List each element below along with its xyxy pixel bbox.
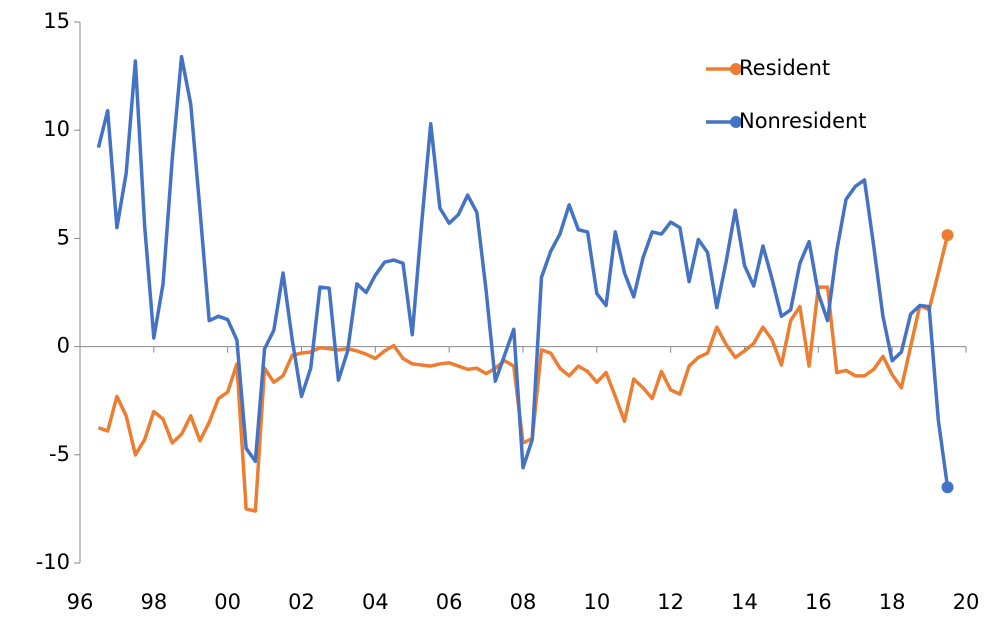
y-tick-label: 0 bbox=[57, 334, 70, 358]
legend-label: Resident bbox=[739, 56, 830, 80]
end-marker bbox=[941, 481, 954, 494]
y-tick-label: 5 bbox=[57, 225, 70, 249]
x-tick-label: 14 bbox=[731, 590, 758, 614]
x-tick-label: 06 bbox=[436, 590, 463, 614]
x-tick-label: 12 bbox=[657, 590, 684, 614]
x-tick-label: 00 bbox=[214, 590, 241, 614]
x-tick-label: 20 bbox=[953, 590, 980, 614]
x-tick-label: 10 bbox=[583, 590, 610, 614]
x-tick-label: 96 bbox=[67, 590, 94, 614]
end-marker bbox=[941, 229, 954, 242]
series-line bbox=[97, 234, 950, 513]
x-tick-label: 98 bbox=[140, 590, 167, 614]
y-tick-label: -10 bbox=[36, 550, 70, 574]
y-tick-label: 15 bbox=[43, 9, 70, 33]
y-tick-label: -5 bbox=[49, 442, 70, 466]
x-tick-label: 16 bbox=[805, 590, 832, 614]
y-tick-label: 10 bbox=[43, 117, 70, 141]
legend-marker bbox=[730, 116, 742, 128]
legend-label: Nonresident bbox=[739, 109, 867, 133]
x-tick-label: 02 bbox=[288, 590, 315, 614]
series-line bbox=[96, 54, 950, 488]
legend-marker bbox=[730, 63, 742, 75]
x-tick-label: 18 bbox=[879, 590, 906, 614]
x-tick-label: 08 bbox=[510, 590, 537, 614]
x-tick-label: 04 bbox=[362, 590, 389, 614]
